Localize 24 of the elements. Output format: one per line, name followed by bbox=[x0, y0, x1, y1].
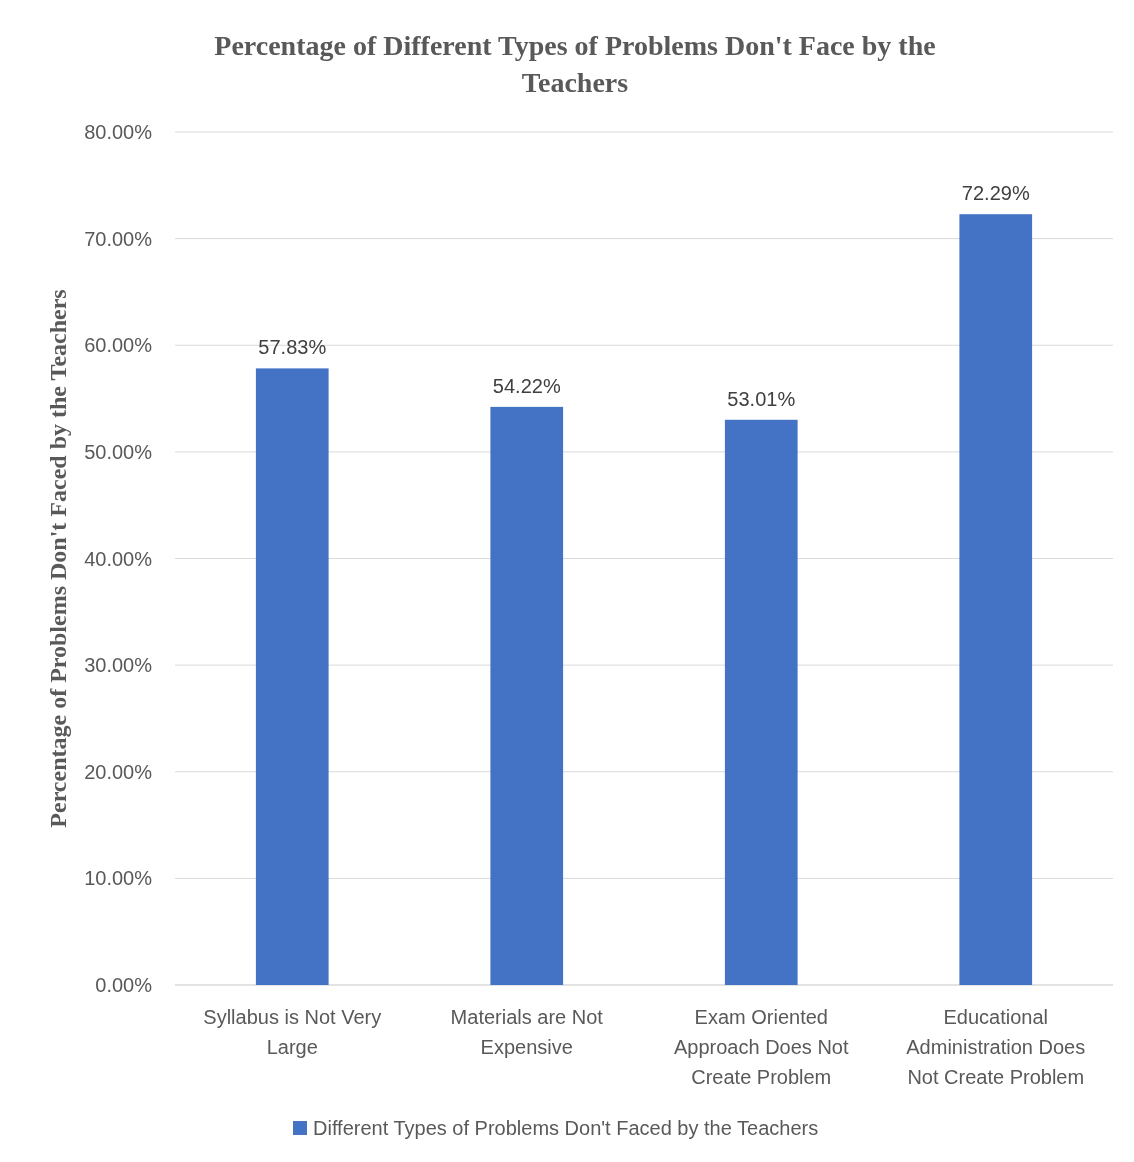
x-tick-label: Syllabus is Not Very Large bbox=[203, 1006, 382, 1058]
y-tick-label: 40.00% bbox=[84, 547, 153, 570]
y-tick-label: 0.00% bbox=[95, 974, 153, 996]
text: 54.22% bbox=[492, 374, 561, 397]
text: 53.01% bbox=[727, 387, 796, 410]
chart-title: Percentage of Different Types of Problems Don't Face by the Teachers bbox=[214, 30, 936, 98]
y-tick-label: 30.00% bbox=[84, 654, 153, 677]
y-tick-label: 80.00% bbox=[84, 121, 153, 143]
y-axis-title: Percentage of Problems Don't Faced by the Teachers bbox=[45, 289, 71, 828]
bar bbox=[490, 406, 564, 985]
x-tick-label: Exam Oriented Approach Does Not Create Problem bbox=[673, 1006, 849, 1088]
y-tick-label: 20.00% bbox=[84, 760, 153, 783]
bar bbox=[724, 419, 798, 985]
y-tick-label: 60.00% bbox=[84, 334, 153, 357]
y-tick-label: 50.00% bbox=[84, 440, 153, 463]
legend-label: Different Types of Problems Don't Faced by the Teachers bbox=[313, 1117, 819, 1139]
y-tick-label: 10.00% bbox=[84, 867, 153, 890]
x-tick-label: Educational Administration Does Not Create Problem bbox=[906, 1006, 1086, 1088]
bar bbox=[959, 214, 1033, 985]
bar bbox=[255, 368, 329, 985]
x-tick-label: Materials are Not Expensive bbox=[450, 1006, 604, 1058]
text: 57.83% bbox=[258, 336, 327, 359]
text: 72.29% bbox=[961, 182, 1030, 205]
y-tick-label: 70.00% bbox=[84, 227, 153, 250]
